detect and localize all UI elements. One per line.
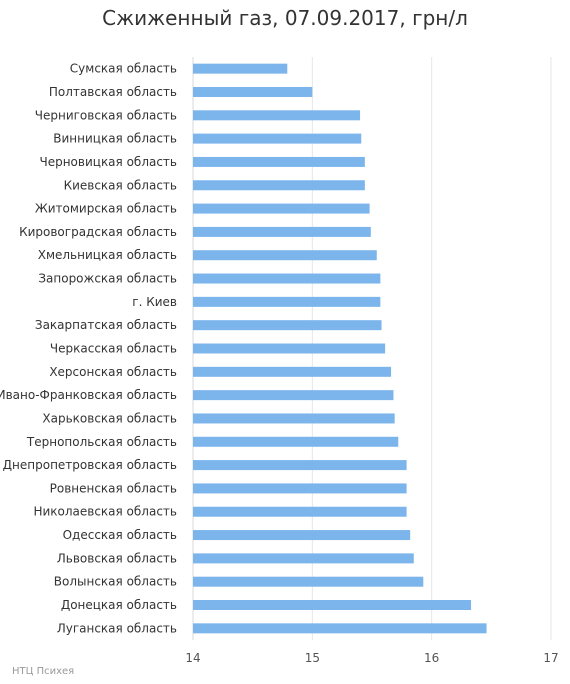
category-label: Львовская область	[57, 551, 177, 565]
bar[interactable]	[193, 600, 472, 611]
bar[interactable]	[193, 366, 392, 377]
category-label: Сумская область	[70, 62, 177, 76]
category-label: Винницкая область	[53, 132, 177, 146]
bar[interactable]	[193, 250, 377, 261]
category-label: Киевская область	[64, 178, 177, 192]
category-label: Черновицкая область	[39, 155, 177, 169]
category-label: Житомирская область	[35, 202, 177, 216]
bar[interactable]	[193, 226, 371, 237]
category-label: Ивано-Франковская область	[0, 388, 177, 402]
chart-title: Сжиженный газ, 07.09.2017, грн/л	[102, 6, 468, 30]
x-tick-label: 17	[543, 651, 558, 665]
bar[interactable]	[193, 413, 395, 424]
bar[interactable]	[193, 133, 362, 144]
x-tick-label: 14	[185, 651, 200, 665]
bar[interactable]	[193, 343, 386, 354]
bar[interactable]	[193, 156, 365, 167]
bar[interactable]	[193, 483, 407, 494]
category-label: Ровненская область	[50, 481, 177, 495]
category-labels: Сумская область Полтавская область Черниго…	[0, 62, 177, 636]
bar[interactable]	[193, 506, 407, 517]
category-label: Херсонская область	[49, 365, 177, 379]
bar[interactable]	[193, 530, 411, 541]
bar[interactable]	[193, 180, 365, 191]
bar[interactable]	[193, 623, 487, 634]
bar[interactable]	[193, 576, 424, 587]
category-label: Николаевская область	[33, 505, 177, 519]
bar[interactable]	[193, 203, 370, 214]
category-label: Харьковская область	[42, 411, 177, 425]
category-label: Полтавская область	[49, 85, 177, 99]
bar[interactable]	[193, 436, 399, 447]
bar[interactable]	[193, 273, 381, 284]
category-label: Тернопольская область	[26, 435, 177, 449]
category-label: Волынская область	[54, 575, 177, 589]
x-tick-label: 15	[305, 651, 320, 665]
category-label: Одесская область	[63, 528, 177, 542]
bar[interactable]	[193, 390, 394, 401]
bar[interactable]	[193, 320, 382, 331]
category-label: Черкасская область	[50, 342, 177, 356]
bars	[193, 63, 487, 634]
category-label: Черниговская область	[35, 108, 177, 122]
category-label: Луганская область	[57, 621, 177, 635]
category-label: Днепропетровская область	[3, 458, 177, 472]
bar[interactable]	[193, 86, 313, 97]
bar[interactable]	[193, 110, 361, 121]
category-label: Кировоградская область	[19, 225, 177, 239]
x-axis-ticks: 14 15 16 17	[185, 651, 558, 665]
category-label: Запорожская область	[38, 272, 177, 286]
bar[interactable]	[193, 460, 407, 471]
category-label: Донецкая область	[61, 598, 177, 612]
bar[interactable]	[193, 296, 381, 307]
bar[interactable]	[193, 553, 414, 564]
bar[interactable]	[193, 63, 288, 74]
category-label: Хмельницкая область	[38, 248, 177, 262]
category-label: г. Киев	[132, 295, 177, 309]
x-tick-label: 16	[424, 651, 439, 665]
category-label: Закарпатская область	[35, 318, 177, 332]
source-note: НТЦ Психея	[12, 666, 75, 677]
